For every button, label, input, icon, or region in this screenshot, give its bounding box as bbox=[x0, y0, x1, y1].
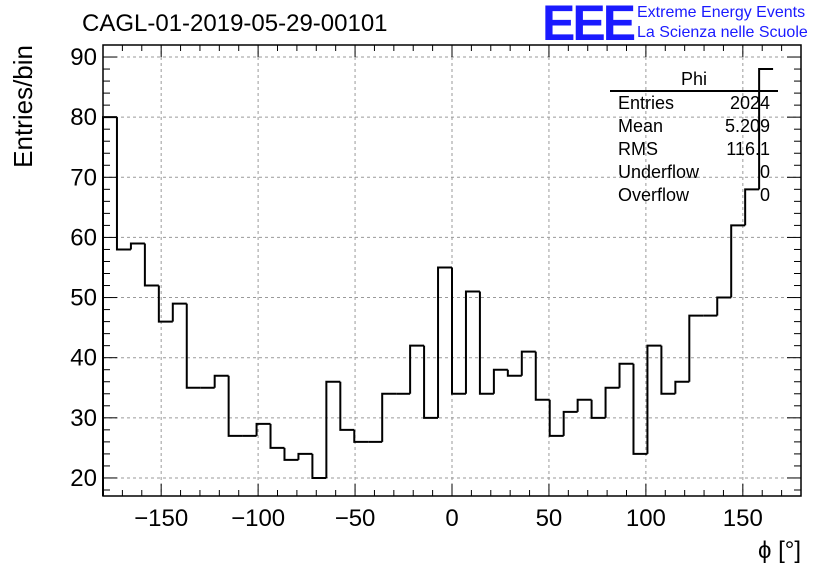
plot-frame bbox=[102, 44, 802, 497]
eee-logo: EEE bbox=[542, 0, 636, 51]
histogram-bin bbox=[213, 374, 229, 388]
histogram-bin bbox=[688, 314, 704, 382]
histogram-bin bbox=[548, 399, 564, 437]
histogram-bin bbox=[506, 369, 522, 377]
stats-value: 5.209 bbox=[724, 116, 770, 136]
histogram-bin bbox=[576, 398, 592, 412]
y-tick-label: 40 bbox=[70, 345, 97, 372]
histogram-bin bbox=[409, 344, 425, 394]
stats-value: 0 bbox=[759, 185, 770, 205]
histogram-bin bbox=[464, 290, 480, 394]
histogram-bin bbox=[604, 386, 620, 418]
x-tick-label: 150 bbox=[723, 505, 763, 532]
stats-label: Entries bbox=[618, 93, 675, 113]
histogram-bin bbox=[129, 242, 145, 250]
histogram-bin bbox=[255, 422, 271, 436]
stats-value: 2024 bbox=[729, 93, 770, 113]
y-tick-label: 80 bbox=[70, 104, 97, 131]
stats-row-mean: Mean 5.209 bbox=[610, 115, 778, 138]
histogram-bin bbox=[311, 453, 327, 479]
stats-name: Phi bbox=[610, 70, 778, 92]
chart-title: CAGL-01-2019-05-29-00101 bbox=[82, 10, 388, 37]
x-axis-label: ϕ [°] bbox=[758, 537, 801, 564]
histogram-bin bbox=[674, 380, 690, 394]
histogram-bin bbox=[632, 363, 648, 455]
histogram-bin bbox=[325, 380, 341, 478]
histogram-bin bbox=[562, 410, 578, 436]
y-tick-label: 90 bbox=[70, 44, 97, 71]
histogram-bin bbox=[437, 266, 452, 418]
stats-row-underflow: Underflow 0 bbox=[610, 161, 778, 184]
stats-row-overflow: Overflow 0 bbox=[610, 184, 778, 207]
stats-label: Overflow bbox=[618, 185, 690, 205]
histogram-bin bbox=[716, 296, 732, 316]
stats-row-entries: Entries 2024 bbox=[610, 92, 778, 115]
logo-line-2: La Scienza nelle Scuole bbox=[637, 24, 808, 41]
x-tick-label: 100 bbox=[626, 505, 666, 532]
y-tick-label: 20 bbox=[70, 465, 97, 492]
stats-row-rms: RMS 116.1 bbox=[610, 138, 778, 161]
histogram-bin bbox=[185, 303, 201, 389]
y-tick-label: 30 bbox=[70, 405, 97, 432]
stats-value: 0 bbox=[759, 162, 770, 182]
histogram-bin bbox=[730, 224, 746, 298]
x-tick-label: −150 bbox=[134, 505, 188, 532]
y-tick-label: 60 bbox=[70, 224, 97, 251]
y-tick-label: 50 bbox=[70, 285, 97, 312]
x-tick-label: −50 bbox=[335, 505, 376, 532]
histogram-bin bbox=[353, 429, 369, 443]
histogram-bin bbox=[115, 117, 131, 251]
histogram-bin bbox=[227, 375, 243, 437]
histogram-bin bbox=[618, 362, 634, 388]
histogram-bin bbox=[269, 423, 285, 449]
histogram-bin bbox=[534, 351, 550, 401]
histogram-bin bbox=[744, 188, 760, 226]
histogram-bin bbox=[102, 116, 117, 496]
x-tick-label: 0 bbox=[445, 505, 458, 532]
logo-line-1: Extreme Energy Events bbox=[637, 4, 806, 21]
x-tick-label: 50 bbox=[536, 505, 563, 532]
histogram-bin bbox=[143, 243, 159, 287]
histogram-bin bbox=[590, 399, 606, 419]
stats-label: Mean bbox=[618, 116, 664, 136]
histogram-bin bbox=[423, 345, 439, 419]
x-tick-label: −100 bbox=[231, 505, 285, 532]
histogram-bin bbox=[297, 452, 313, 460]
histogram-bin bbox=[157, 285, 173, 323]
histogram-bin bbox=[381, 392, 397, 442]
histogram-bin bbox=[758, 68, 774, 190]
histogram-bin bbox=[520, 350, 536, 376]
stats-value: 116.1 bbox=[726, 139, 770, 159]
y-axis-label: Entries/bin bbox=[8, 45, 38, 168]
histogram-bin bbox=[492, 368, 508, 394]
histogram-bin bbox=[646, 344, 662, 454]
stats-box: Phi Entries 2024 Mean 5.209 RMS 116.1 Un… bbox=[610, 70, 778, 207]
stats-label: RMS bbox=[618, 139, 658, 159]
histogram-bin bbox=[339, 381, 355, 431]
histogram-bin bbox=[283, 447, 299, 461]
histogram-bin bbox=[451, 267, 466, 395]
y-tick-label: 70 bbox=[70, 164, 97, 191]
histogram-bin bbox=[171, 302, 187, 322]
stats-label: Underflow bbox=[618, 162, 700, 182]
histogram-bin bbox=[478, 291, 494, 395]
histogram-bin bbox=[660, 345, 676, 395]
